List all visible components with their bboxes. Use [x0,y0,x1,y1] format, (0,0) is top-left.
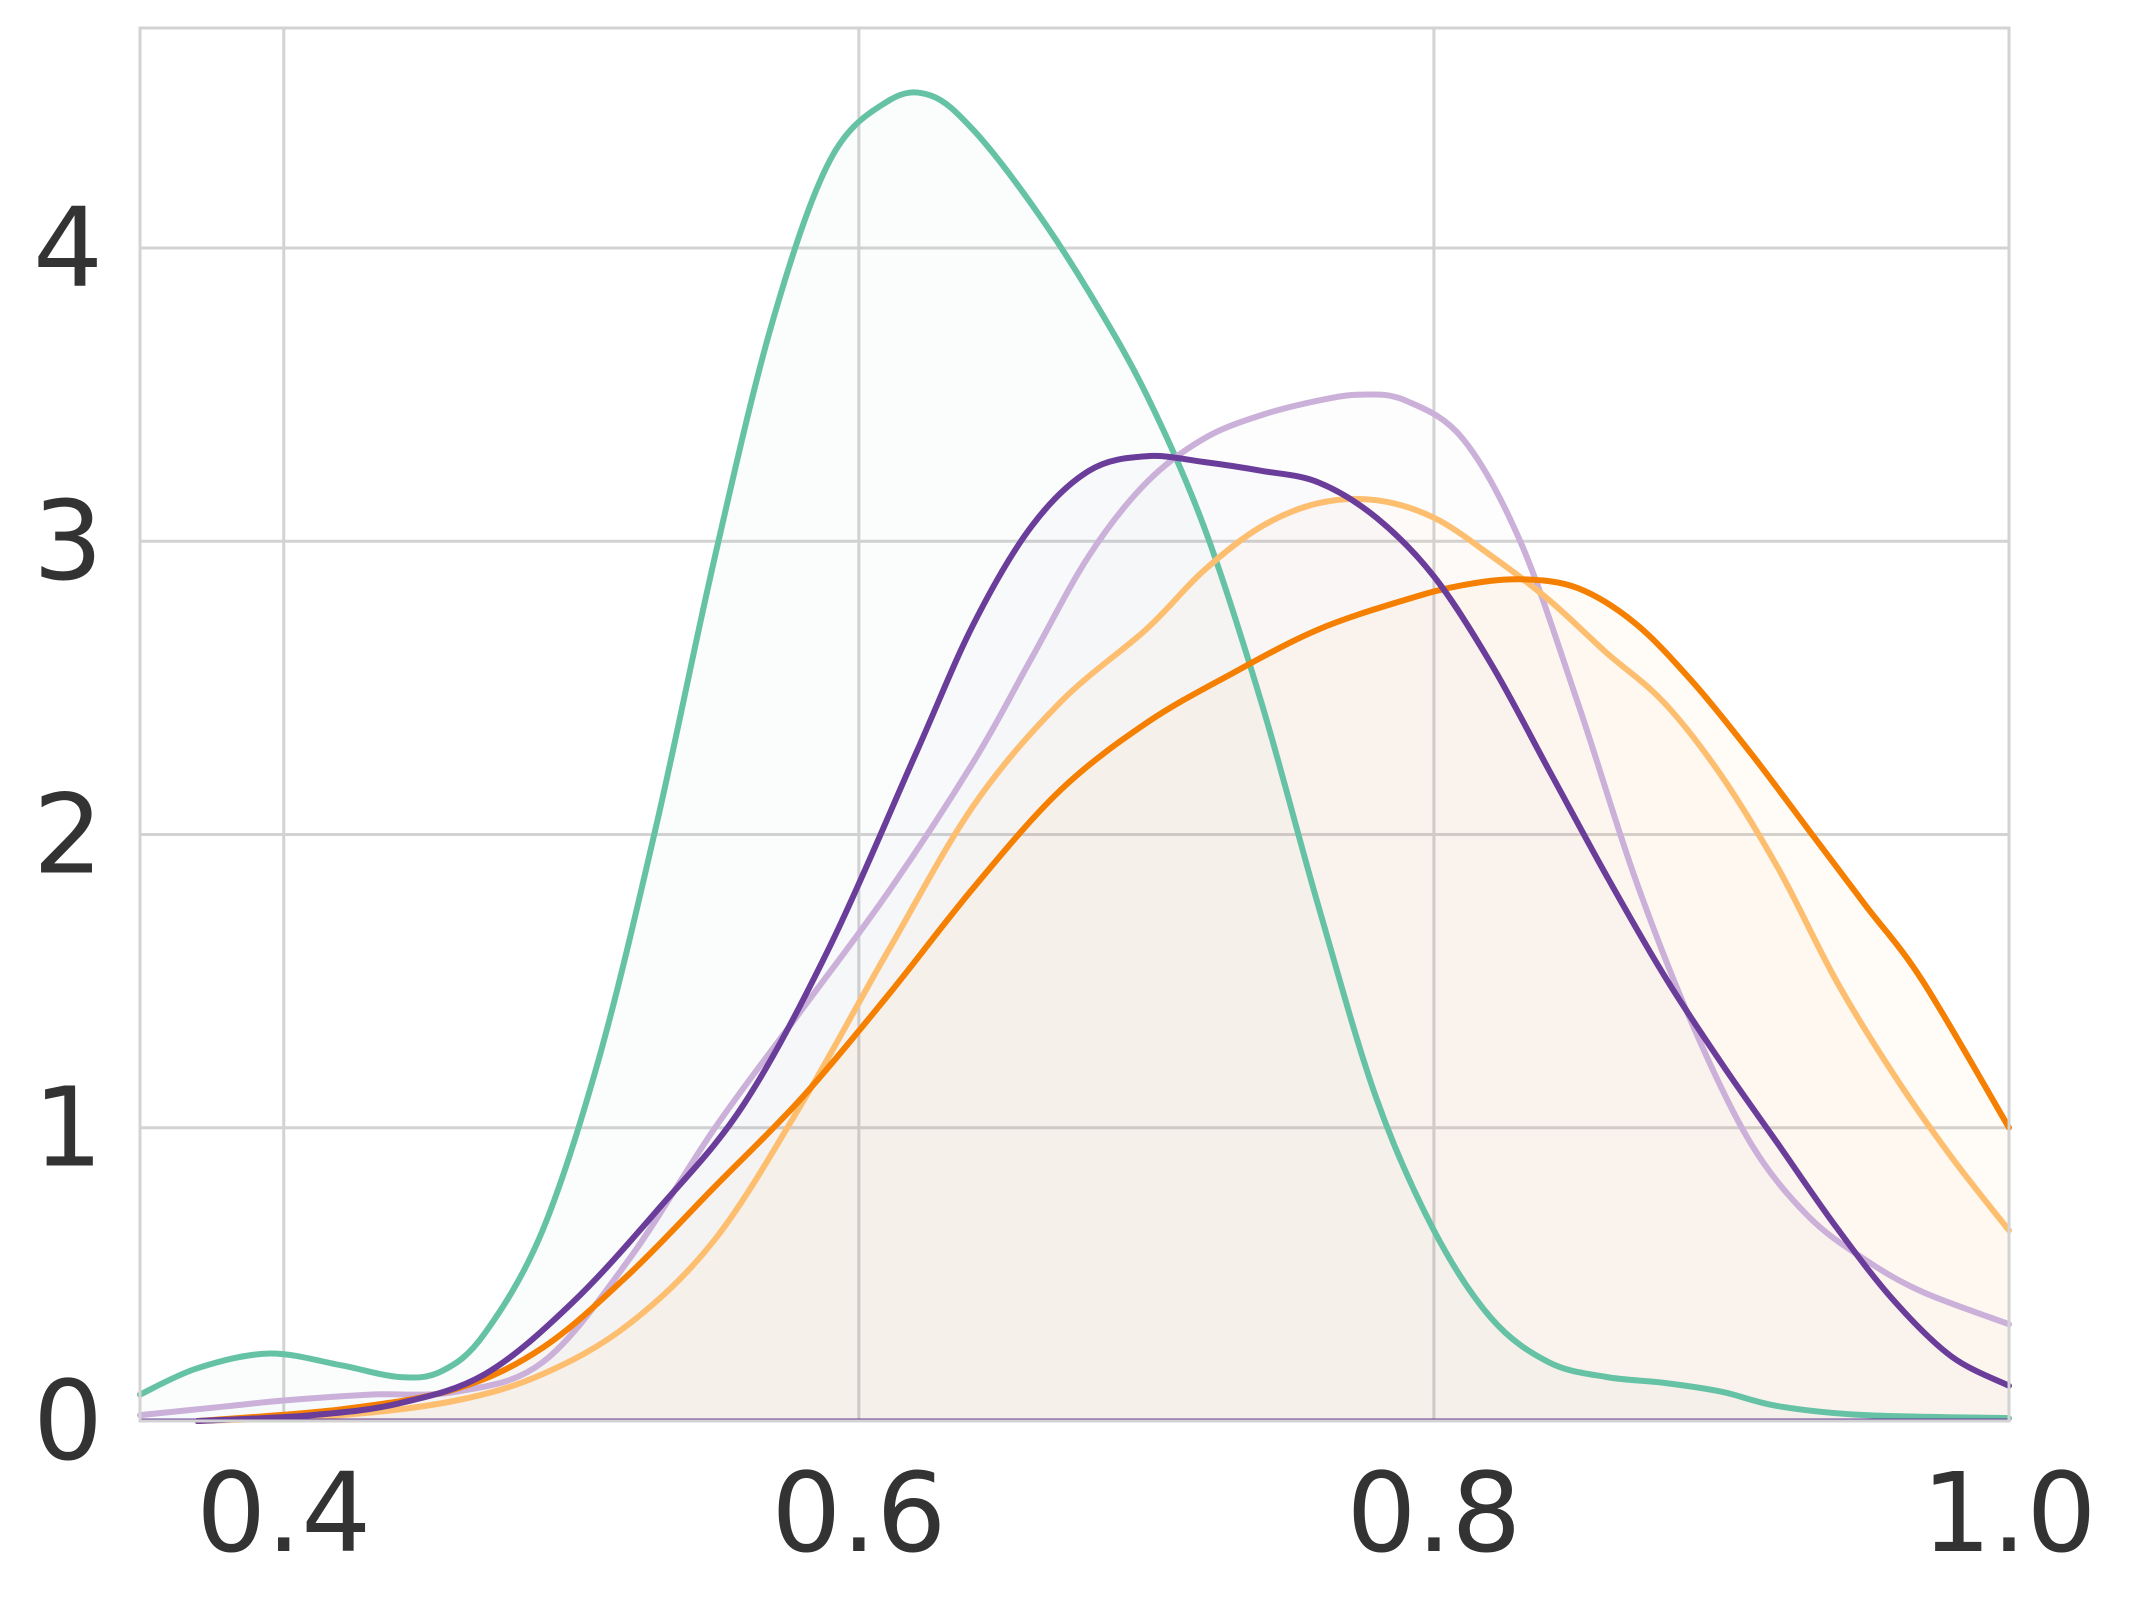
y-tick-label: 4 [33,184,103,312]
y-tick-label: 3 [33,477,103,605]
x-tick-label: 0.8 [1346,1449,1521,1577]
tick-labels: 0.4 0.6 0.8 1.0 0 1 2 3 4 [33,184,2096,1577]
series-fills [197,498,2009,1421]
x-tick-label: 0.6 [771,1449,946,1577]
x-tick-label: 0.4 [196,1449,371,1577]
series-3-area [197,498,2009,1421]
y-tick-label: 1 [33,1064,103,1192]
series-4-line [194,576,2012,1424]
y-tick-label: 2 [33,770,103,898]
series-2-line [137,391,2012,1419]
series-5-line [194,452,2012,1424]
x-tick-label: 1.0 [1922,1449,2097,1577]
plot-frame [138,26,2011,1423]
series-1-line [137,89,2012,1422]
y-tick-label: 0 [33,1357,103,1485]
series-lines [137,89,2012,1424]
series-3-line [194,495,2012,1424]
